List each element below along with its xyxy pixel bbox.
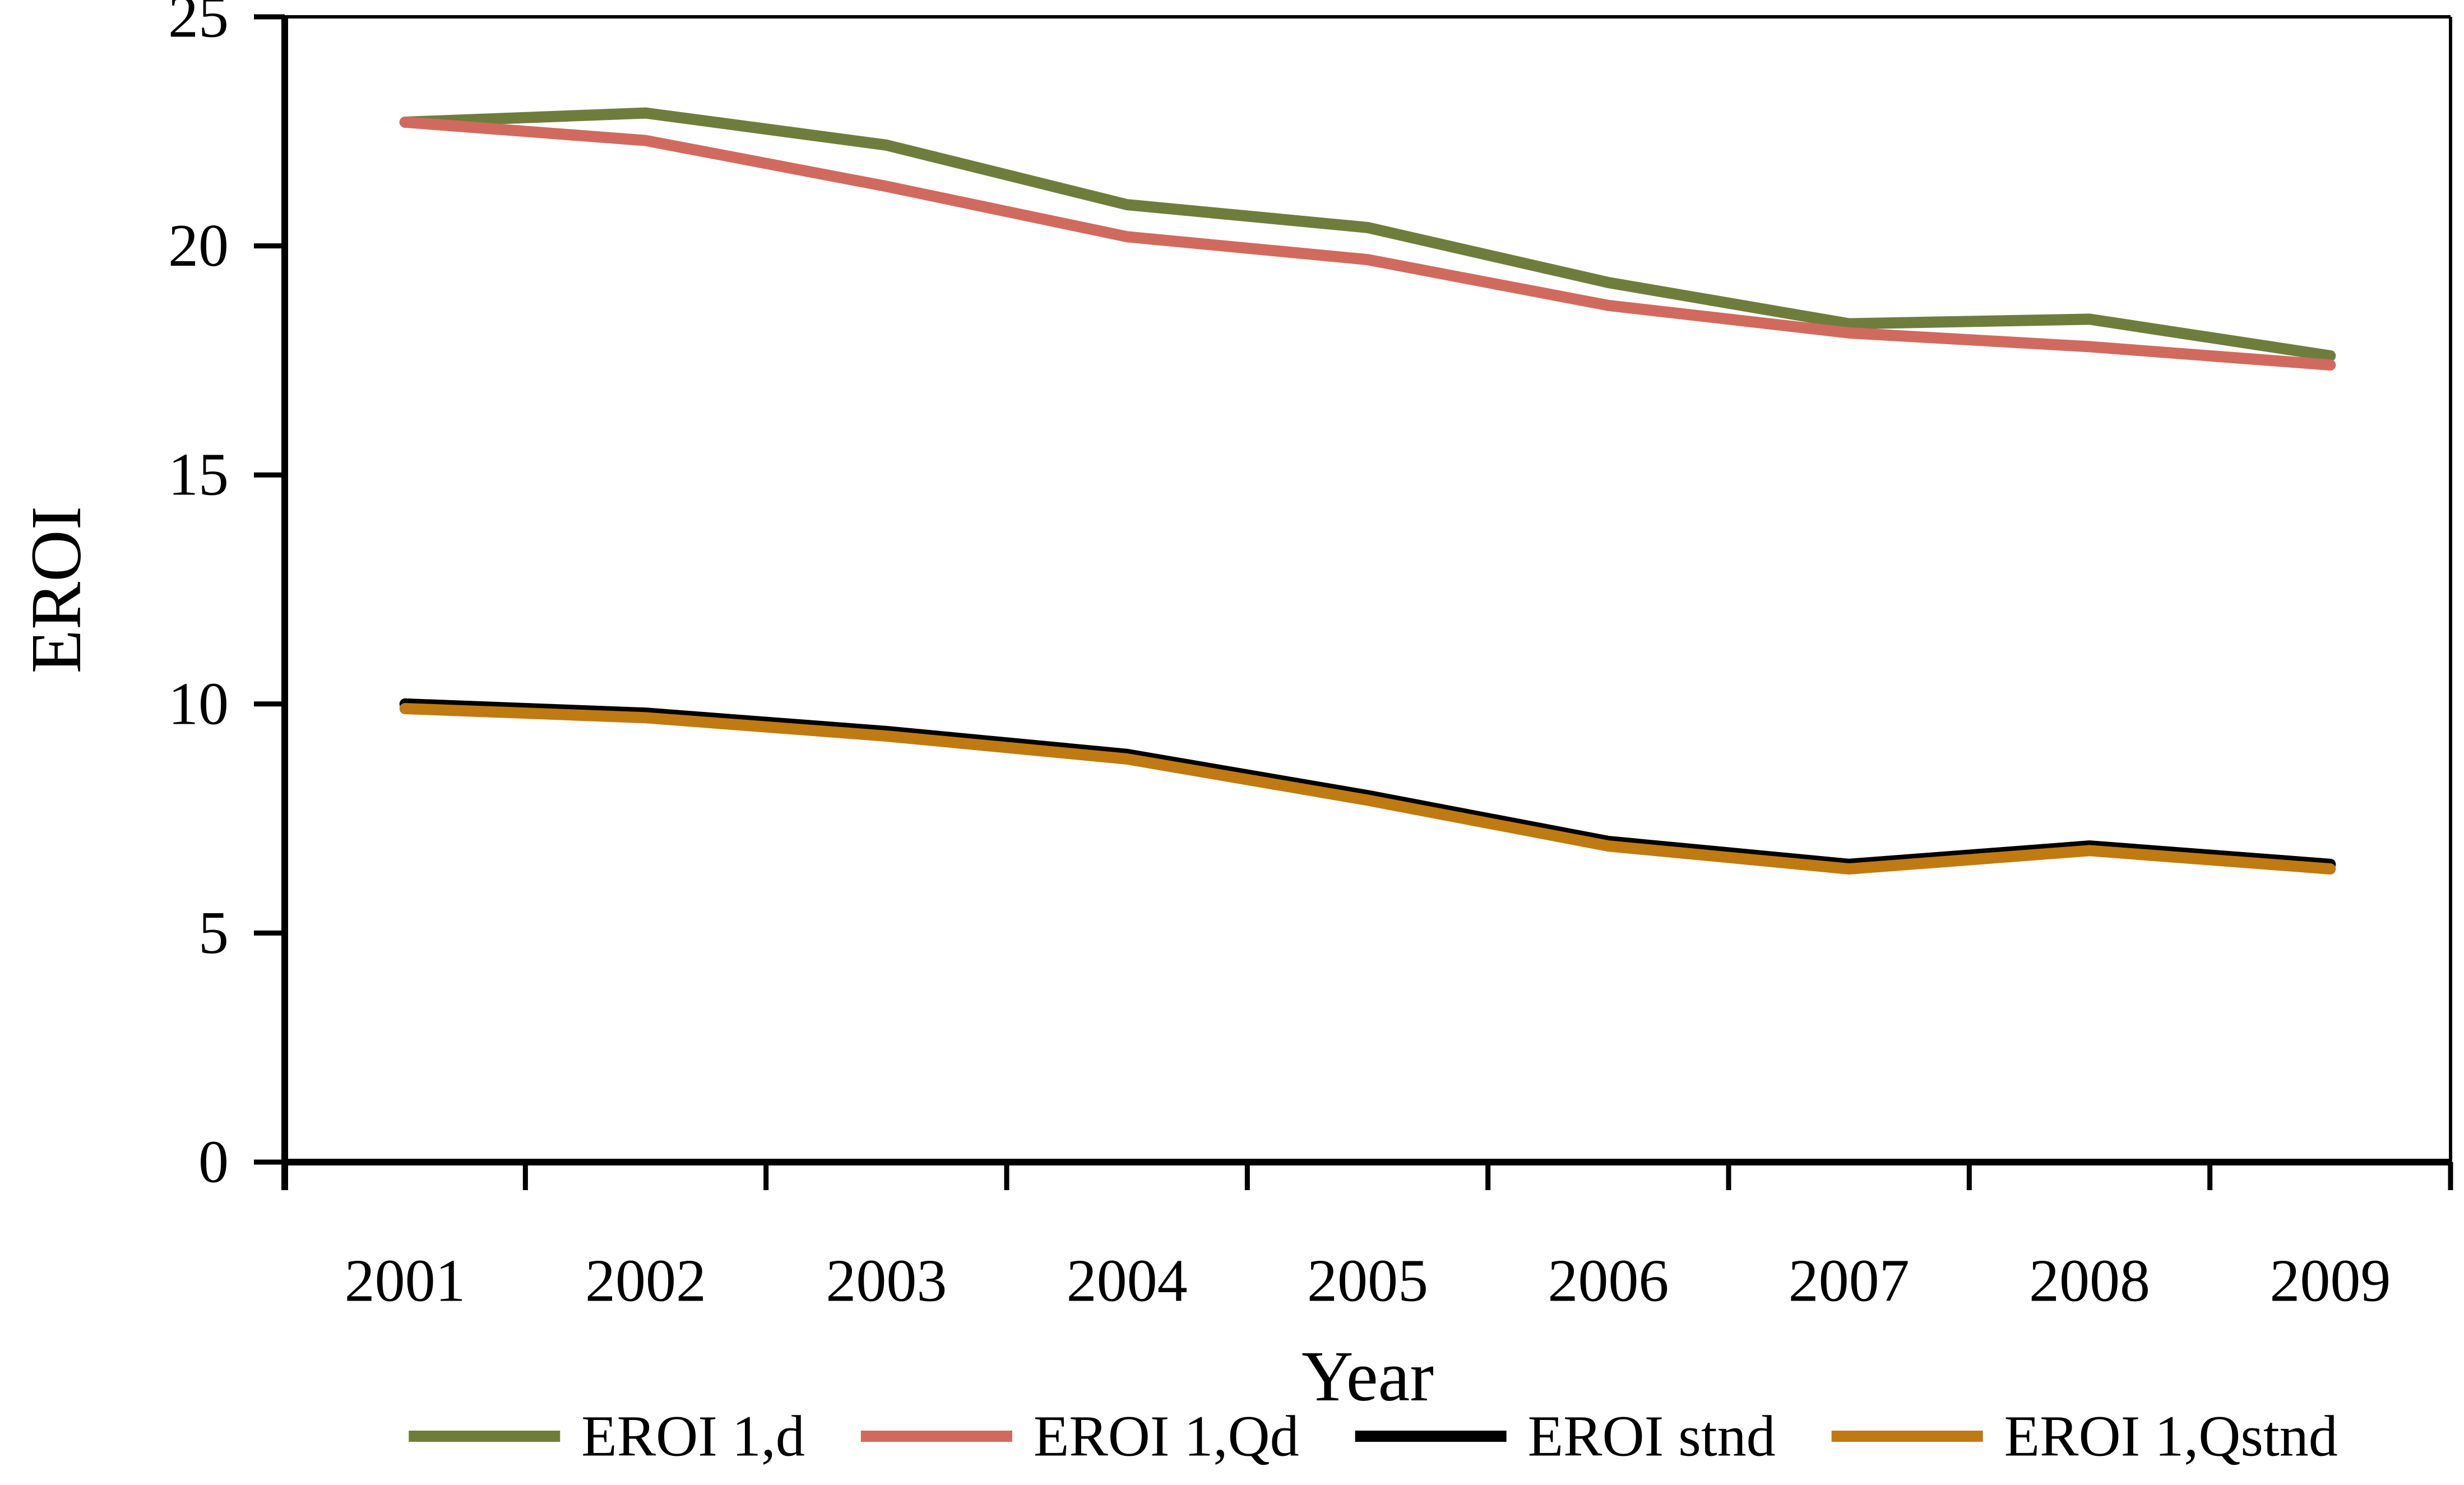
legend-item-eroi-1-qd: EROI 1,Qd xyxy=(860,1404,1299,1469)
y-tick-label-25: 25 xyxy=(168,0,229,50)
x-tick-label-2009: 2009 xyxy=(2270,1248,2391,1315)
legend-label-eroi-1-qstnd: EROI 1,Qstnd xyxy=(2004,1404,2338,1469)
x-tick-label-2008: 2008 xyxy=(2029,1248,2150,1315)
x-tick-label-2001: 2001 xyxy=(345,1248,466,1315)
x-tick-label-2006: 2006 xyxy=(1548,1248,1669,1315)
series-line-eroi-stnd xyxy=(399,698,2336,870)
legend-item-eroi-stnd: EROI stnd xyxy=(1355,1404,1776,1469)
series-line-eroi-1-d xyxy=(399,107,2336,362)
y-axis-ticks: 0 5 10 15 20 25 xyxy=(168,0,285,1196)
x-tick-label-2003: 2003 xyxy=(826,1248,947,1315)
legend-item-eroi-1-qstnd: EROI 1,Qstnd xyxy=(1831,1404,2338,1469)
legend-label-eroi-1-qd: EROI 1,Qd xyxy=(1034,1404,1299,1469)
y-tick-label-0: 0 xyxy=(198,1129,229,1196)
x-tick-label-2007: 2007 xyxy=(1789,1248,1910,1315)
legend-label-eroi-stnd: EROI stnd xyxy=(1528,1404,1776,1469)
y-tick-label-20: 20 xyxy=(168,212,229,279)
x-tick-label-2002: 2002 xyxy=(585,1248,706,1315)
x-axis-ticks: 2001 2002 2003 2004 2005 2006 2007 2008 2009 xyxy=(282,1162,2453,1315)
legend: EROI 1,d EROI 1,Qd EROI stnd EROI 1,Qstnd xyxy=(409,1404,2338,1469)
plot-frame xyxy=(281,15,2452,1190)
series-line-eroi-1-qstnd xyxy=(399,702,2336,875)
y-tick-label-5: 5 xyxy=(198,900,229,966)
series-lines xyxy=(399,107,2336,875)
legend-item-eroi-1-d: EROI 1,d xyxy=(409,1404,805,1469)
series-line-eroi-1-qd xyxy=(399,116,2336,371)
y-tick-label-10: 10 xyxy=(168,670,229,737)
y-tick-label-15: 15 xyxy=(168,442,229,508)
x-axis-title: Year xyxy=(1302,1336,1434,1416)
x-tick-label-2005: 2005 xyxy=(1307,1248,1428,1315)
y-axis-title: EROI xyxy=(16,506,96,674)
x-tick-label-2004: 2004 xyxy=(1067,1248,1188,1315)
legend-label-eroi-1-d: EROI 1,d xyxy=(581,1404,805,1469)
